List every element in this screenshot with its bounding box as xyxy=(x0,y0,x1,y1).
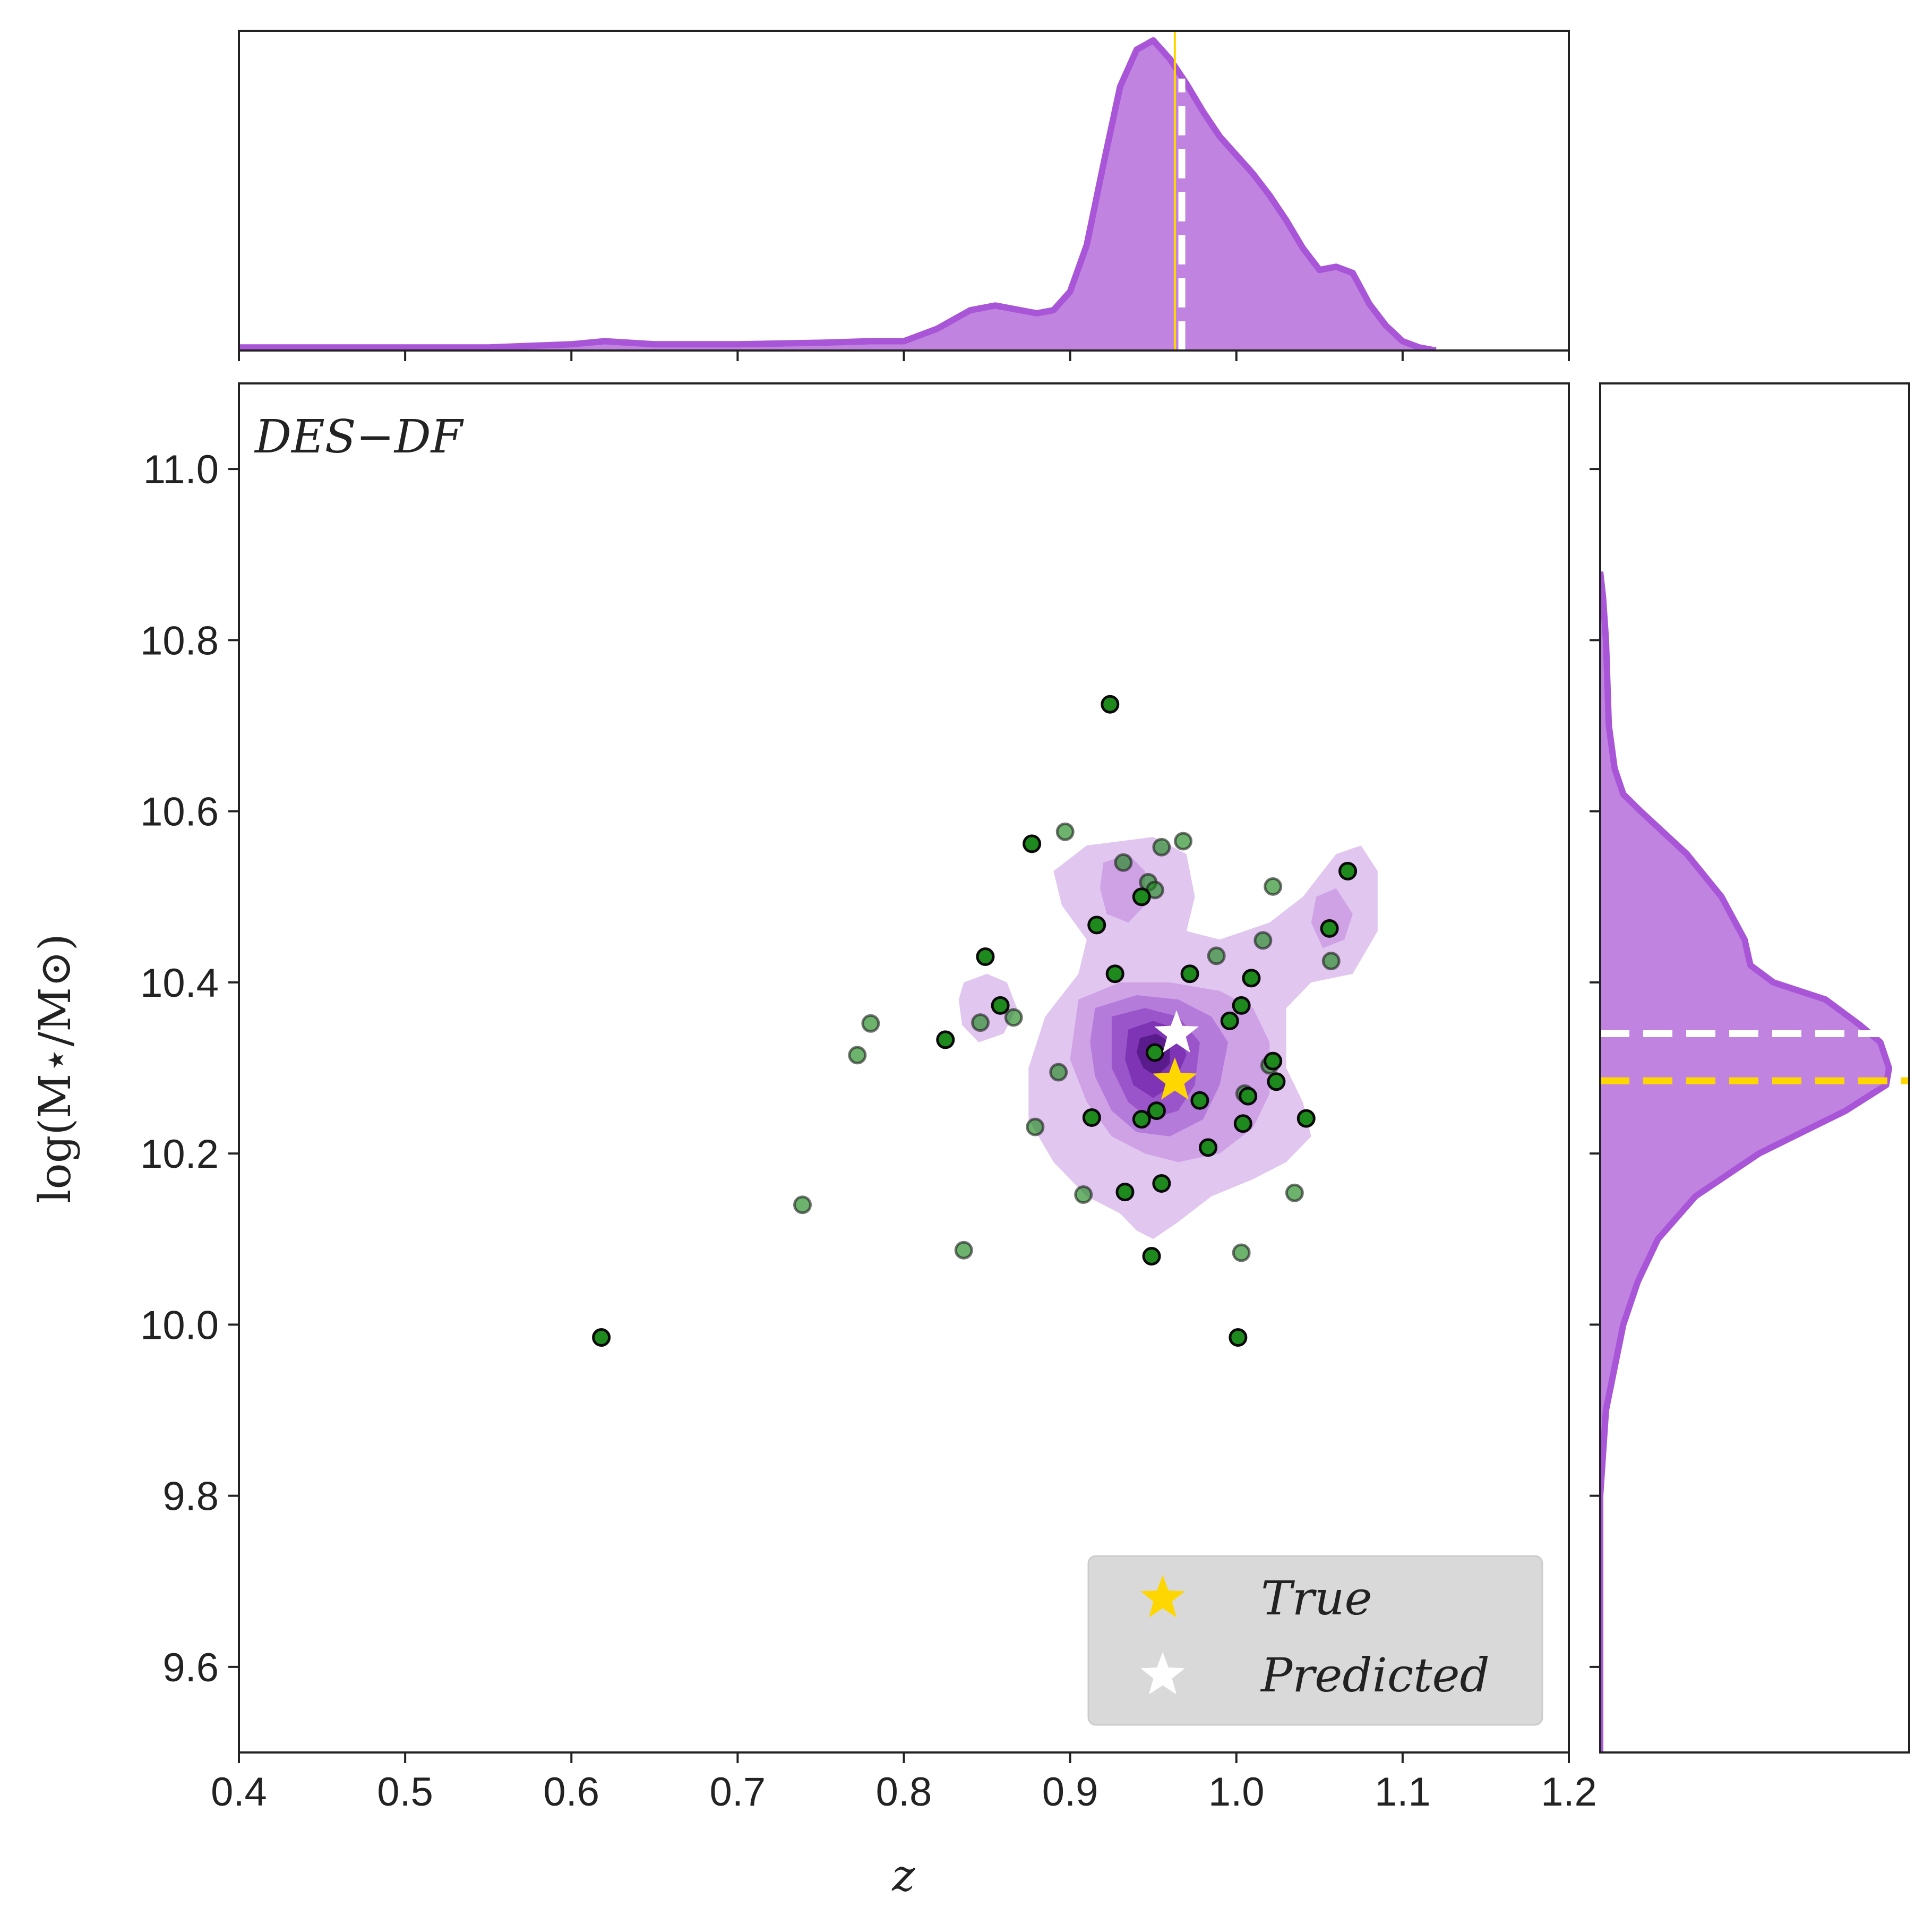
scatter-point xyxy=(936,1030,955,1049)
scatter-point xyxy=(1232,1243,1251,1262)
scatter-point xyxy=(1152,1174,1171,1193)
scatter-point xyxy=(1115,1183,1135,1202)
scatter-point xyxy=(1026,1117,1045,1136)
marginal-y-frame xyxy=(1599,382,1910,1754)
x-tick-label: 0.8 xyxy=(876,1769,932,1815)
scatter-point xyxy=(1147,1101,1166,1121)
y-tick-label: 10.2 xyxy=(140,1132,219,1177)
scatter-point xyxy=(1220,1011,1239,1030)
scatter-point xyxy=(991,996,1010,1015)
scatter-point xyxy=(1145,1043,1164,1062)
predicted-star xyxy=(1154,1010,1199,1053)
scatter-points-faded xyxy=(793,822,1341,1262)
main-plot-panel: 0.4 0.5 0.6 0.7 0.8 0.9 1.0 1.1 1.2 9.6 9.8 10.0 10.… xyxy=(140,382,1597,1815)
star-markers xyxy=(1153,1010,1199,1100)
marginal-y-line xyxy=(1600,571,1892,1752)
scatter-point xyxy=(1264,877,1283,896)
x-axis-label: z xyxy=(891,1851,915,1901)
scatter-point xyxy=(1253,931,1273,950)
y-tick-label: 9.8 xyxy=(162,1474,219,1519)
marginal-x-panel xyxy=(238,30,1570,361)
scatter-point xyxy=(1142,1246,1161,1265)
scatter-point xyxy=(1229,1328,1248,1347)
scatter-point xyxy=(1207,946,1226,965)
scatter-point xyxy=(1180,964,1199,984)
x-tick-label: 1.1 xyxy=(1375,1769,1431,1815)
scatter-point xyxy=(1338,861,1358,880)
scatter-point xyxy=(1190,1091,1209,1110)
marginal-x-line xyxy=(239,37,1437,350)
marginal-x-fill xyxy=(239,40,1436,350)
scatter-point xyxy=(971,1013,990,1032)
scatter-point xyxy=(1132,1110,1151,1129)
survey-annotation: DES−DF xyxy=(254,411,465,464)
legend-box xyxy=(1087,1555,1543,1726)
legend: True Predicted xyxy=(1087,1555,1543,1726)
scatter-points xyxy=(592,695,1358,1347)
scatter-point xyxy=(1321,952,1341,971)
y-tick-label: 10.4 xyxy=(140,961,219,1006)
scatter-point xyxy=(1004,1008,1023,1027)
scatter-point xyxy=(1232,996,1251,1015)
x-tick-label: 1.0 xyxy=(1208,1769,1265,1815)
scatter-point xyxy=(1264,1051,1283,1071)
scatter-point xyxy=(1114,853,1133,872)
legend-predicted-star xyxy=(1140,1652,1185,1695)
x-tick-label: 0.4 xyxy=(211,1769,267,1815)
scatter-point xyxy=(1152,837,1171,857)
legend-label: Predicted xyxy=(1260,1648,1490,1703)
y-axis-label: log(M⋆/M⊙) xyxy=(30,934,81,1203)
scatter-point xyxy=(861,1014,880,1033)
x-tick-label: 0.9 xyxy=(1042,1769,1098,1815)
scatter-point xyxy=(592,1328,611,1347)
y-tick-label: 10.0 xyxy=(140,1303,219,1348)
y-tick-label: 11.0 xyxy=(143,447,219,492)
scatter-point xyxy=(1296,1109,1316,1128)
scatter-point xyxy=(1132,887,1151,907)
scatter-point xyxy=(1049,1063,1068,1082)
x-tick-label: 0.5 xyxy=(377,1769,433,1815)
scatter-point xyxy=(1285,1183,1304,1202)
scatter-point xyxy=(954,1241,973,1260)
scatter-point xyxy=(1074,1185,1093,1204)
scatter-point xyxy=(793,1195,812,1215)
scatter-point xyxy=(1082,1108,1101,1127)
scatter-point xyxy=(1087,916,1106,935)
scatter-point xyxy=(1233,1114,1252,1133)
scatter-point xyxy=(848,1046,867,1065)
legend-true-star xyxy=(1140,1575,1185,1618)
x-tick-label: 1.2 xyxy=(1541,1769,1597,1815)
contour-level-2b xyxy=(1100,854,1145,923)
x-tick-label: 0.6 xyxy=(543,1769,599,1815)
scatter-point xyxy=(1242,969,1261,988)
scatter-point xyxy=(1174,832,1193,851)
legend-label: True xyxy=(1261,1571,1372,1626)
x-tick-label: 0.7 xyxy=(710,1769,766,1815)
true-star xyxy=(1153,1057,1197,1100)
y-tick-label: 10.8 xyxy=(140,618,219,663)
y-tick-label: 10.6 xyxy=(140,790,219,835)
y-tick-label: 9.6 xyxy=(162,1645,219,1690)
scatter-point xyxy=(1239,1087,1258,1106)
scatter-point xyxy=(1199,1138,1218,1157)
scatter-point xyxy=(976,947,995,967)
scatter-point xyxy=(1023,834,1042,853)
scatter-point xyxy=(1101,695,1120,714)
scatter-point xyxy=(1320,919,1339,938)
scatter-point xyxy=(1105,964,1124,984)
scatter-point xyxy=(1055,822,1075,841)
marginal-y-panel xyxy=(1590,382,1910,1754)
scatter-point xyxy=(1267,1072,1286,1091)
